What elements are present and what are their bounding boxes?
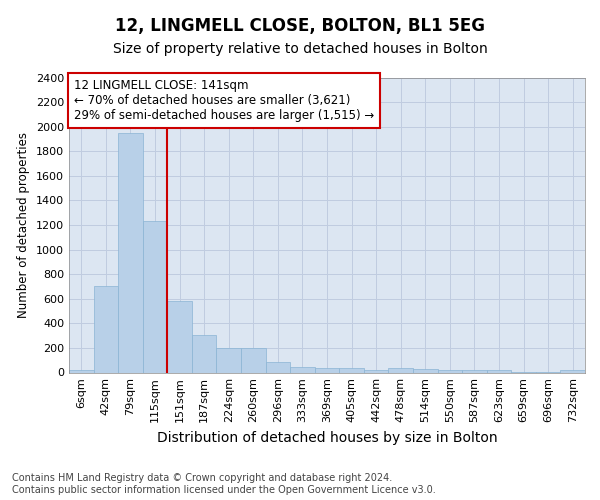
Bar xyxy=(266,362,290,372)
Bar xyxy=(560,370,585,372)
Bar xyxy=(364,370,388,372)
Bar xyxy=(413,370,437,372)
Text: 12 LINGMELL CLOSE: 141sqm
← 70% of detached houses are smaller (3,621)
29% of se: 12 LINGMELL CLOSE: 141sqm ← 70% of detac… xyxy=(74,79,374,122)
Bar xyxy=(241,348,266,372)
Bar xyxy=(388,368,413,372)
Bar xyxy=(462,370,487,372)
Bar xyxy=(118,133,143,372)
Text: Size of property relative to detached houses in Bolton: Size of property relative to detached ho… xyxy=(113,42,487,56)
Y-axis label: Number of detached properties: Number of detached properties xyxy=(17,132,31,318)
Bar xyxy=(315,368,339,372)
Bar xyxy=(217,348,241,372)
Bar xyxy=(192,335,217,372)
Bar xyxy=(487,370,511,372)
Bar xyxy=(69,370,94,372)
Text: 12, LINGMELL CLOSE, BOLTON, BL1 5EG: 12, LINGMELL CLOSE, BOLTON, BL1 5EG xyxy=(115,18,485,36)
Bar xyxy=(143,222,167,372)
Bar xyxy=(437,370,462,372)
Bar xyxy=(167,301,192,372)
Text: Contains HM Land Registry data © Crown copyright and database right 2024.
Contai: Contains HM Land Registry data © Crown c… xyxy=(12,474,436,495)
Bar xyxy=(290,367,315,372)
Bar xyxy=(339,368,364,372)
X-axis label: Distribution of detached houses by size in Bolton: Distribution of detached houses by size … xyxy=(157,431,497,445)
Bar xyxy=(94,286,118,372)
